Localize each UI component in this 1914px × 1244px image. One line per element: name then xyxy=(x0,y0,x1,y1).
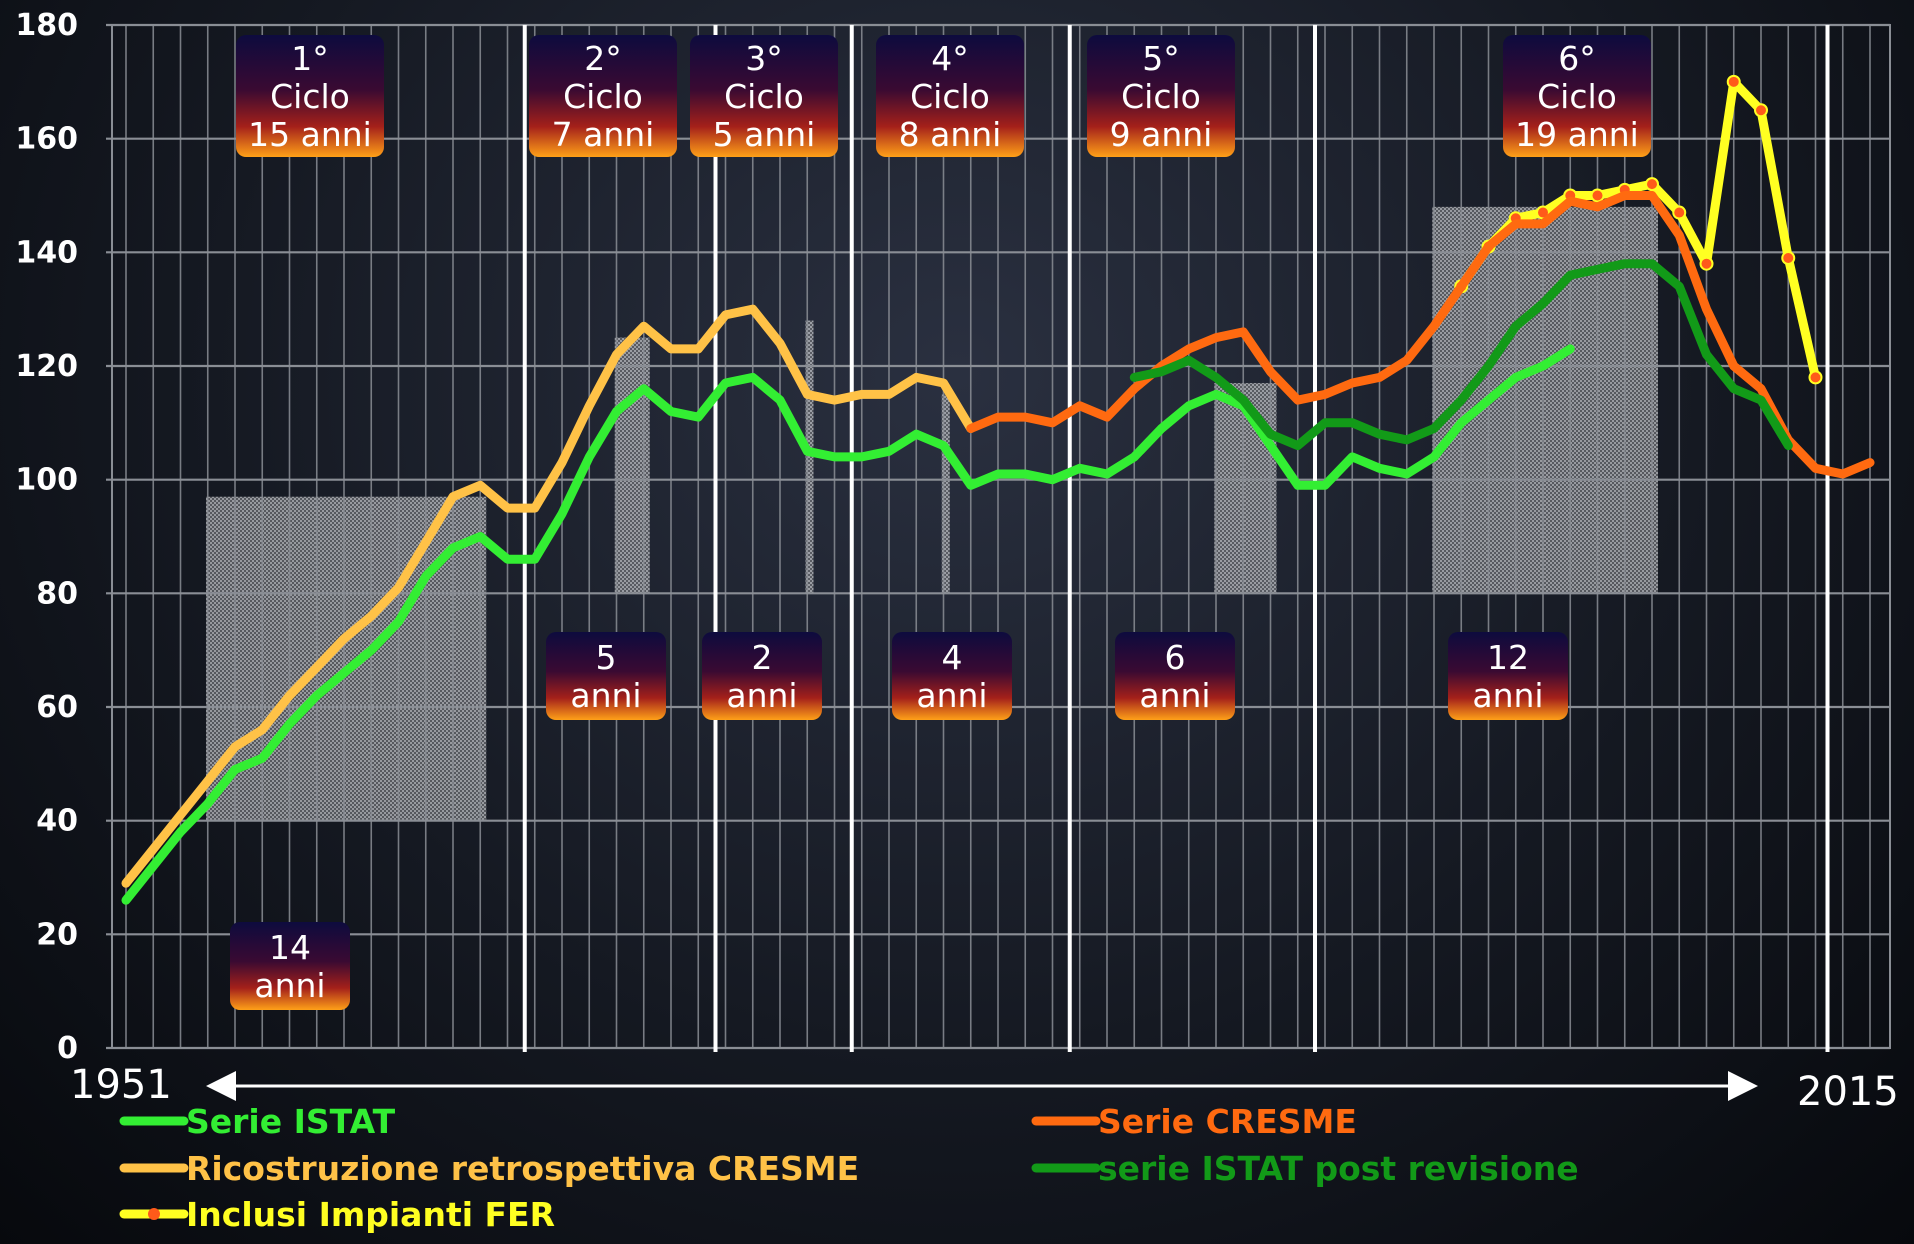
legend-marker xyxy=(148,1208,160,1220)
y-axis-tick-labels: 0 20 40 60 80 100 120 140 160 180 xyxy=(15,8,78,1066)
cycle-box-text: 5° xyxy=(1142,39,1180,78)
cycle-box-text: 7 anni xyxy=(552,115,655,154)
expansion-box-text: 5 xyxy=(596,638,617,677)
cycle-box-text: 1° xyxy=(291,39,329,78)
shaded-area xyxy=(941,394,950,594)
expansion-shading xyxy=(206,206,1658,821)
series-point-fer xyxy=(1754,103,1768,118)
x-start-year: 1951 xyxy=(70,1062,172,1108)
y-tick-label: 180 xyxy=(15,8,78,43)
y-tick-label: 60 xyxy=(36,690,78,725)
series-point-fer xyxy=(1808,370,1823,385)
cycle-box-text: Ciclo xyxy=(910,77,990,116)
series-point-fer xyxy=(1590,188,1605,203)
y-tick-label: 20 xyxy=(36,917,78,952)
legend-label: Serie CRESME xyxy=(1098,1102,1357,1141)
shaded-area xyxy=(206,496,487,821)
legend: Serie ISTAT Serie CRESME Ricostruzione ret… xyxy=(119,1102,1579,1234)
cycle-box-text: 19 anni xyxy=(1515,115,1639,154)
expansion-box xyxy=(1448,632,1568,720)
shaded-area xyxy=(805,320,814,594)
cycle-box-text: 6° xyxy=(1558,39,1596,78)
cycle-box xyxy=(236,35,384,157)
y-tick-label: 0 xyxy=(57,1031,78,1066)
cycle-box xyxy=(690,35,838,157)
cycle-dividers xyxy=(522,25,1830,1052)
legend-label: Serie ISTAT xyxy=(186,1102,396,1141)
legend-label: Inclusi Impianti FER xyxy=(186,1195,555,1234)
expansion-box xyxy=(230,922,350,1010)
series-line-serie-istat xyxy=(121,344,1575,905)
y-tick-label: 40 xyxy=(36,804,78,839)
cycle-box-text: 9 anni xyxy=(1110,115,1213,154)
cycle-box-text: 4° xyxy=(931,39,969,78)
grid xyxy=(106,23,1891,1050)
shaded-area xyxy=(1214,383,1277,594)
series-point-fer xyxy=(1672,205,1687,220)
cycle-box xyxy=(876,35,1024,157)
expansion-box xyxy=(1115,632,1235,720)
expansion-box-text: 6 xyxy=(1165,638,1186,677)
cycle-box-text: Ciclo xyxy=(1537,77,1617,116)
series-line-serie-cresme xyxy=(966,191,1875,479)
cycle-box-text: Ciclo xyxy=(724,77,804,116)
x-axis-range: 1951 2015 xyxy=(70,1062,1899,1115)
expansion-box xyxy=(546,632,666,720)
expansion-box xyxy=(702,632,822,720)
series-point-fer xyxy=(1645,177,1659,192)
expansion-box-text: 12 xyxy=(1487,638,1529,677)
series-point-fer xyxy=(1781,251,1796,266)
series-point-fer xyxy=(1726,74,1741,89)
legend-label: Ricostruzione retrospettiva CRESME xyxy=(186,1149,859,1188)
y-tick-label: 120 xyxy=(15,349,78,384)
series-point-fer xyxy=(1699,256,1714,271)
cycle-box-text: 5 anni xyxy=(713,115,816,154)
cycle-box-text: 15 anni xyxy=(248,115,372,154)
cycle-box xyxy=(1503,35,1651,157)
y-tick-label: 100 xyxy=(15,463,78,498)
series-lines xyxy=(121,74,1875,905)
cycle-box-text: 2° xyxy=(584,39,622,78)
cycle-box-text: 8 anni xyxy=(899,115,1002,154)
cycle-box xyxy=(529,35,677,157)
expansion-box-text: anni xyxy=(1472,676,1543,715)
expansion-box-text: anni xyxy=(726,676,797,715)
cycle-box-text: Ciclo xyxy=(563,77,643,116)
expansion-box-text: 2 xyxy=(752,638,773,677)
expansion-box-text: anni xyxy=(916,676,987,715)
series-line-ricostruzione-retrospettiva-cresme xyxy=(121,304,976,888)
expansion-box-text: anni xyxy=(570,676,641,715)
cycle-box-text: Ciclo xyxy=(270,77,350,116)
cycle-box xyxy=(1087,35,1235,157)
y-tick-label: 80 xyxy=(36,576,78,611)
expansion-box-text: 14 xyxy=(269,928,311,967)
cycle-box-text: Ciclo xyxy=(1121,77,1201,116)
legend-label: serie ISTAT post revisione xyxy=(1098,1149,1579,1188)
expansion-box-text: anni xyxy=(1139,676,1210,715)
y-tick-label: 160 xyxy=(15,122,78,157)
series-line-serie-istat-post-revisione xyxy=(1129,259,1793,451)
expansion-box xyxy=(892,632,1012,720)
expansion-box-text: 4 xyxy=(942,638,963,677)
x-end-year: 2015 xyxy=(1797,1069,1899,1115)
cycle-box-text: 3° xyxy=(745,39,783,78)
expansion-box-text: anni xyxy=(254,966,325,1005)
y-tick-label: 140 xyxy=(15,235,78,270)
